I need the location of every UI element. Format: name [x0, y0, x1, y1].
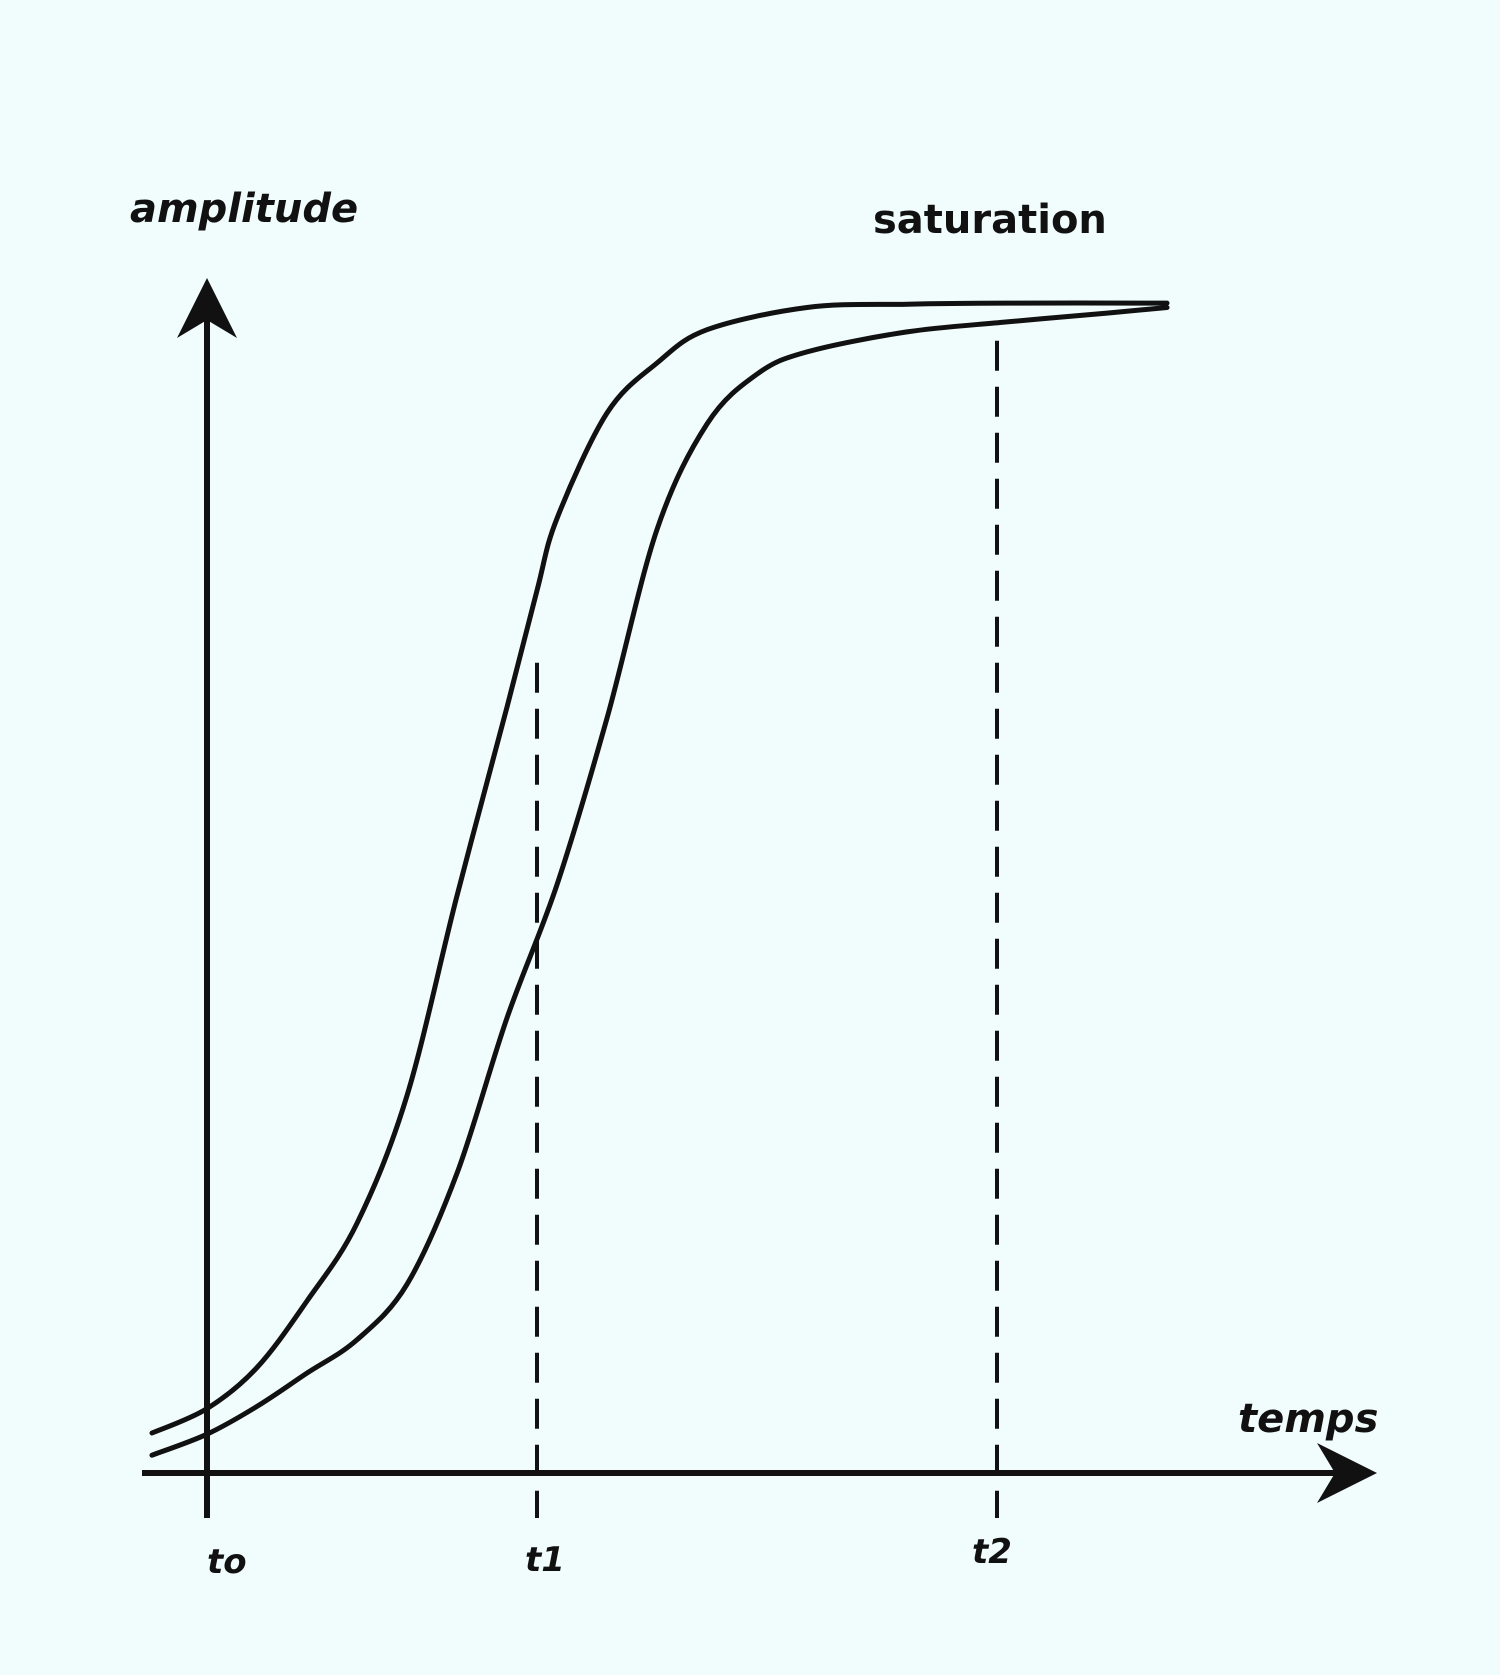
tick-label-t1: t1 — [525, 1540, 565, 1580]
guide-lines — [535, 340, 999, 1518]
y-axis-label: amplitude — [130, 186, 358, 232]
curves-group — [149, 300, 1170, 1458]
tick-label-t0: to — [207, 1542, 247, 1582]
series-line-1 — [149, 300, 1170, 1436]
saturation-label: saturation — [873, 197, 1107, 243]
tick-label-t2: t2 — [972, 1532, 1012, 1572]
series-line-2 — [149, 305, 1170, 1458]
x-axis-label: temps — [1238, 1396, 1378, 1442]
